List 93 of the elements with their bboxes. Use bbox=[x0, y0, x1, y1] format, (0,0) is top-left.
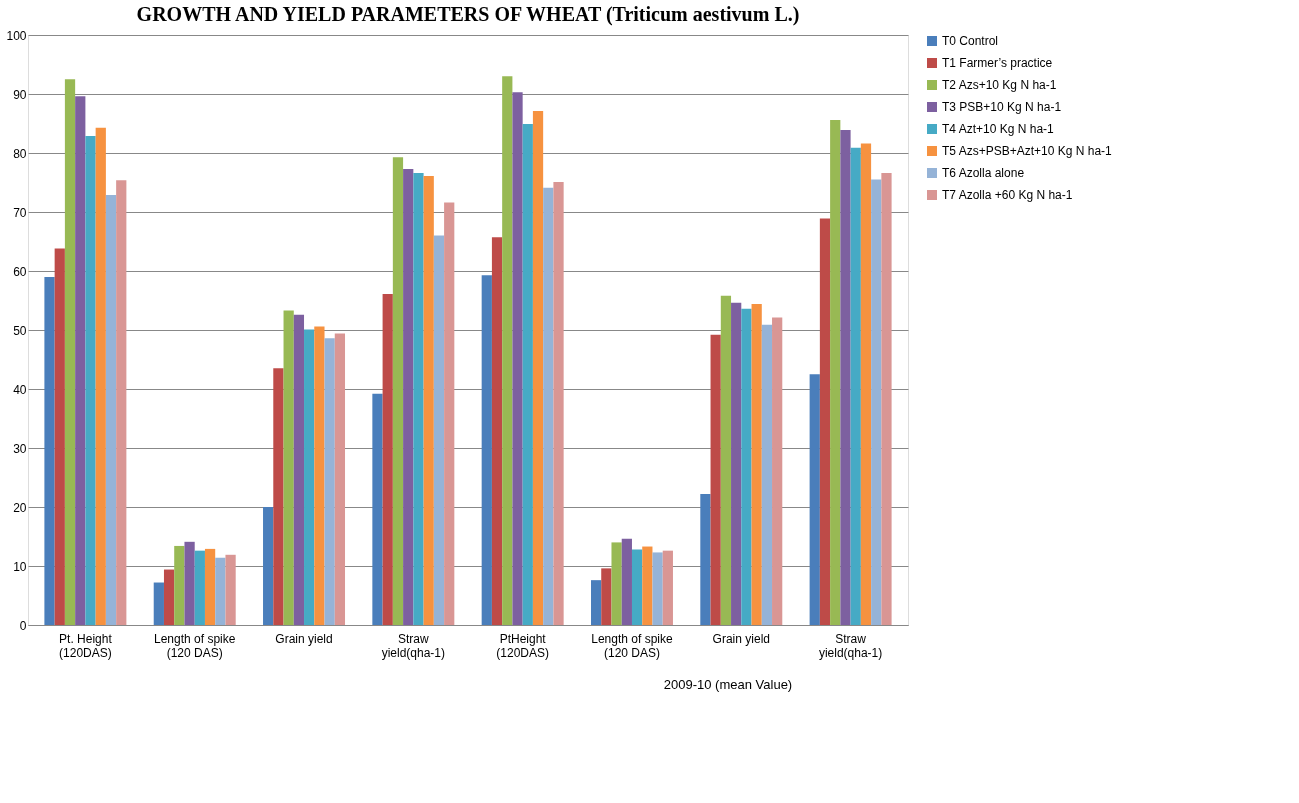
bar bbox=[334, 333, 346, 625]
bar bbox=[75, 96, 86, 625]
y-tick-label: 40 bbox=[13, 382, 27, 397]
y-tick-label: 50 bbox=[13, 323, 27, 338]
bar bbox=[662, 550, 673, 625]
bar bbox=[819, 218, 831, 625]
x-tick-label: Straw yield(qha-1) bbox=[818, 631, 883, 660]
bar bbox=[652, 552, 663, 625]
y-tick-label: 100 bbox=[6, 28, 27, 43]
bar bbox=[95, 127, 106, 625]
bar bbox=[215, 557, 226, 625]
bar bbox=[444, 202, 455, 625]
bar bbox=[174, 545, 185, 625]
bar bbox=[860, 143, 872, 625]
bar bbox=[710, 334, 721, 625]
bar bbox=[116, 180, 127, 625]
bar bbox=[153, 582, 164, 625]
bar bbox=[413, 173, 424, 625]
chart-title: GROWTH AND YIELD PARAMETERS OF WHEAT (Triticum aestivum L.) bbox=[136, 3, 800, 26]
bar bbox=[631, 549, 643, 625]
bar bbox=[522, 124, 533, 625]
bar bbox=[512, 92, 523, 625]
bar bbox=[772, 317, 783, 625]
bar bbox=[621, 538, 632, 625]
bar bbox=[85, 135, 96, 625]
legend-label: T4 Azt+10 Kg N ha-1 bbox=[942, 122, 1055, 136]
bar bbox=[809, 374, 820, 625]
bar bbox=[720, 295, 732, 625]
x-tick-label: Grain yield bbox=[275, 631, 333, 646]
bar bbox=[392, 157, 404, 625]
bar bbox=[105, 194, 117, 625]
bar bbox=[403, 168, 414, 625]
bar bbox=[590, 580, 602, 625]
legend-label: T1 Farmer’s practice bbox=[942, 56, 1053, 70]
y-tick-label: 20 bbox=[13, 500, 27, 515]
x-tick-label: Grain yield bbox=[712, 631, 770, 646]
bar bbox=[502, 76, 513, 625]
bar bbox=[532, 111, 544, 625]
bar bbox=[840, 129, 851, 625]
bar bbox=[751, 304, 762, 625]
y-tick-label: 0 bbox=[19, 618, 27, 633]
bar bbox=[423, 176, 434, 625]
legend-label: T5 Azs+PSB+Azt+10 Kg N ha-1 bbox=[942, 144, 1113, 158]
bar bbox=[372, 393, 383, 625]
bar bbox=[163, 569, 175, 625]
bar bbox=[601, 568, 612, 625]
bar bbox=[871, 179, 882, 625]
bar bbox=[850, 147, 861, 625]
bar bbox=[184, 541, 195, 625]
bar bbox=[293, 314, 305, 625]
legend-label: T6 Azolla alone bbox=[942, 166, 1025, 180]
bar bbox=[642, 546, 653, 625]
x-tick-label: Straw yield(qha-1) bbox=[381, 631, 446, 660]
bar bbox=[611, 542, 622, 625]
bar bbox=[225, 554, 236, 625]
y-tick-label: 60 bbox=[13, 264, 27, 279]
bar bbox=[324, 338, 335, 625]
text: 2009-10 (mean Value) bbox=[663, 677, 793, 692]
x-tick-label: Pt. Height (120DAS) bbox=[59, 631, 113, 660]
bar bbox=[553, 181, 564, 625]
x-tick-label: PtHeight (120DAS) bbox=[496, 631, 550, 660]
bar bbox=[283, 310, 294, 625]
legend-label: T2 Azs+10 Kg N ha-1 bbox=[942, 78, 1057, 92]
y-tick-label: 10 bbox=[13, 559, 27, 574]
x-tick-label: Length of spike (120 DAS) bbox=[154, 631, 236, 660]
bar bbox=[881, 173, 892, 625]
bar bbox=[314, 326, 325, 625]
bar bbox=[761, 324, 773, 625]
bar bbox=[481, 275, 492, 625]
bar bbox=[543, 187, 554, 625]
y-tick-label: 90 bbox=[13, 87, 27, 102]
bar bbox=[700, 494, 711, 625]
legend-label: T3 PSB+10 Kg N ha-1 bbox=[942, 100, 1062, 114]
y-tick-label: 30 bbox=[13, 441, 27, 456]
bar bbox=[830, 119, 841, 625]
y-tick-label: 80 bbox=[13, 146, 27, 161]
bar bbox=[263, 507, 274, 625]
bar bbox=[273, 368, 284, 625]
bar bbox=[731, 302, 742, 625]
bar bbox=[491, 237, 503, 625]
y-tick-label: 70 bbox=[13, 205, 27, 220]
bar bbox=[194, 550, 205, 625]
x-tick-label: Length of spike (120 DAS) bbox=[591, 631, 673, 660]
bar bbox=[44, 276, 55, 625]
legend-label: T7 Azolla +60 Kg N ha-1 bbox=[942, 188, 1073, 202]
bar bbox=[382, 294, 393, 625]
legend-label: T0 Control bbox=[942, 34, 999, 48]
bar bbox=[204, 548, 216, 625]
bar bbox=[54, 248, 65, 625]
bar bbox=[741, 308, 752, 625]
bar bbox=[304, 329, 315, 625]
bar bbox=[433, 235, 445, 625]
bar bbox=[64, 79, 76, 625]
